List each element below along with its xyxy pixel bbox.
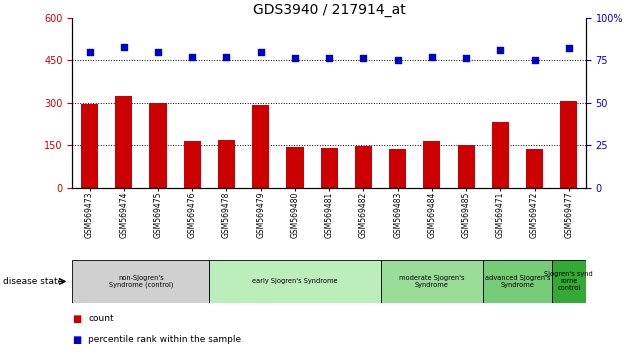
Bar xyxy=(381,260,483,303)
Point xyxy=(495,47,505,53)
Point xyxy=(187,54,197,59)
Text: non-Sjogren's
Syndrome (control): non-Sjogren's Syndrome (control) xyxy=(108,275,173,288)
Point xyxy=(221,54,231,59)
Title: GDS3940 / 217914_at: GDS3940 / 217914_at xyxy=(253,3,406,17)
Point xyxy=(564,45,574,51)
Point xyxy=(256,49,266,55)
Point xyxy=(84,49,94,55)
Point xyxy=(324,56,334,61)
Bar xyxy=(72,260,209,303)
Bar xyxy=(552,260,586,303)
Bar xyxy=(287,147,304,188)
Bar xyxy=(252,105,269,188)
Point xyxy=(529,57,539,63)
Point xyxy=(392,57,403,63)
Bar xyxy=(389,149,406,188)
Bar xyxy=(457,144,474,188)
Point xyxy=(461,56,471,61)
Text: count: count xyxy=(88,314,114,323)
Bar xyxy=(355,146,372,188)
Point xyxy=(427,54,437,59)
Bar xyxy=(560,101,577,188)
Bar xyxy=(115,96,132,188)
Bar xyxy=(321,148,338,188)
Point xyxy=(358,56,369,61)
Bar xyxy=(218,140,235,188)
Bar xyxy=(423,141,440,188)
Bar xyxy=(149,103,166,188)
Bar xyxy=(184,141,201,188)
Bar xyxy=(492,122,509,188)
Bar xyxy=(483,260,552,303)
Bar xyxy=(526,149,543,188)
Text: early Sjogren's Syndrome: early Sjogren's Syndrome xyxy=(252,279,338,284)
Point xyxy=(153,49,163,55)
Bar xyxy=(209,260,381,303)
Text: moderate Sjogren's
Syndrome: moderate Sjogren's Syndrome xyxy=(399,275,464,288)
Text: ■: ■ xyxy=(72,314,82,324)
Text: advanced Sjogren's
Syndrome: advanced Sjogren's Syndrome xyxy=(484,275,550,288)
Text: disease state: disease state xyxy=(3,277,64,286)
Bar xyxy=(81,104,98,188)
Text: ■: ■ xyxy=(72,335,82,345)
Text: percentile rank within the sample: percentile rank within the sample xyxy=(88,335,241,344)
Point xyxy=(118,44,129,50)
Point xyxy=(290,56,300,61)
Text: Sjogren's synd
rome
control: Sjogren's synd rome control xyxy=(544,272,593,291)
